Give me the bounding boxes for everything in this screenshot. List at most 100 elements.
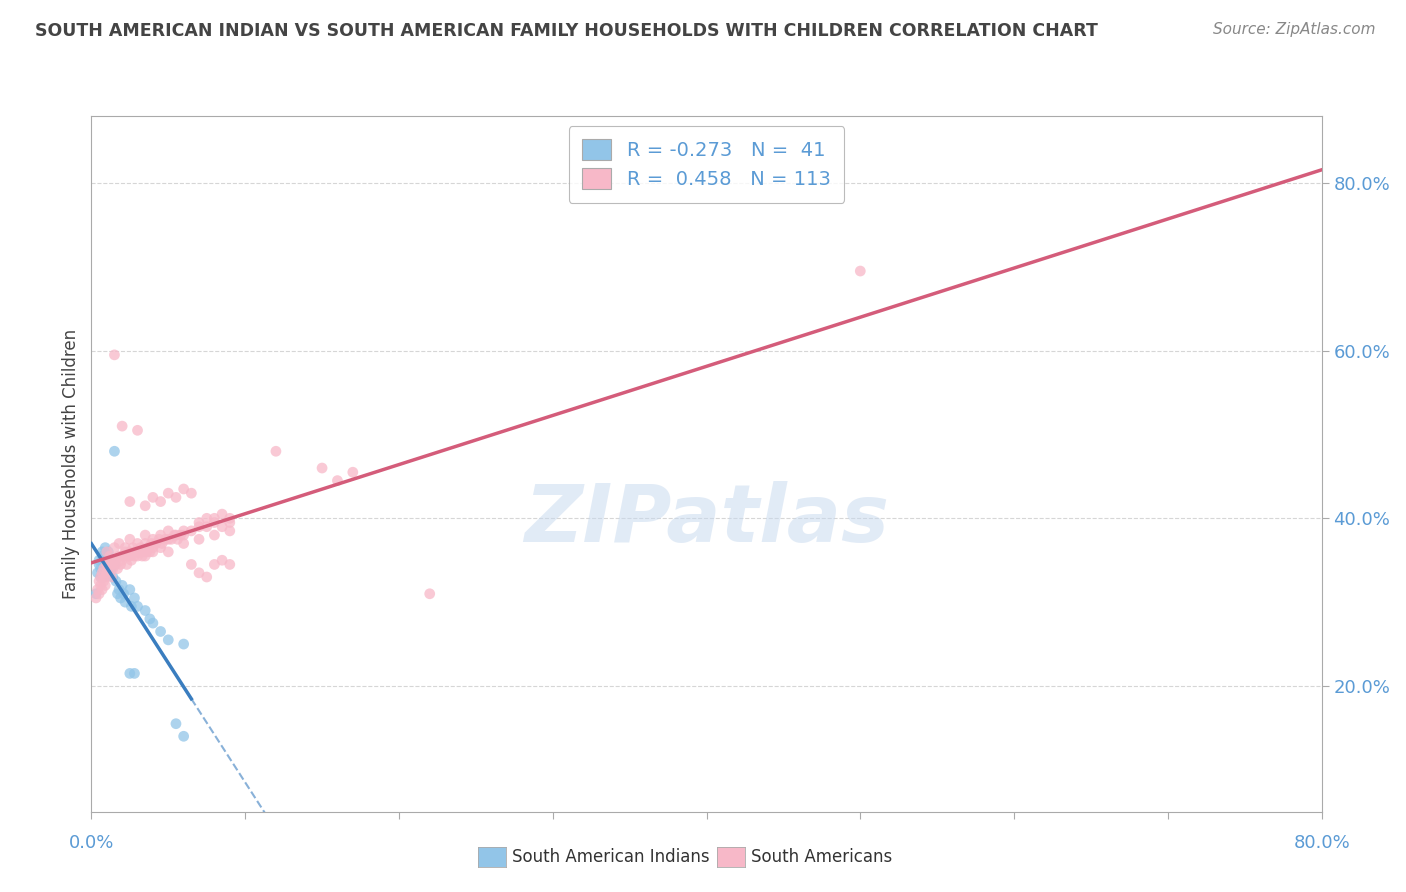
Point [211, 519, 233, 533]
Point [180, 486, 202, 500]
Point [98, 549, 121, 563]
Point [149, 528, 172, 542]
Point [108, 582, 131, 597]
Point [96, 558, 118, 572]
Point [111, 419, 134, 434]
Point [98, 553, 121, 567]
Point [173, 524, 195, 538]
Point [93, 561, 115, 575]
Point [149, 541, 172, 555]
Point [87, 574, 110, 589]
Point [153, 533, 177, 547]
Point [93, 558, 115, 572]
Point [136, 541, 159, 555]
Point [86, 582, 108, 597]
Point [163, 528, 186, 542]
Point [165, 716, 187, 731]
Point [114, 545, 136, 559]
Point [110, 591, 132, 605]
Point [165, 528, 187, 542]
Point [139, 612, 162, 626]
Point [142, 533, 165, 547]
Point [141, 536, 163, 550]
Point [160, 533, 183, 547]
Text: South Americans: South Americans [751, 848, 891, 866]
Text: SOUTH AMERICAN INDIAN VS SOUTH AMERICAN FAMILY HOUSEHOLDS WITH CHILDREN CORRELAT: SOUTH AMERICAN INDIAN VS SOUTH AMERICAN … [35, 22, 1098, 40]
Point [166, 533, 188, 547]
Point [100, 570, 122, 584]
Point [94, 561, 117, 575]
Point [107, 587, 129, 601]
Point [180, 558, 202, 572]
Point [134, 603, 156, 617]
Point [139, 545, 162, 559]
Point [90, 570, 112, 584]
Legend: R = -0.273   N =  41, R =  0.458   N = 113: R = -0.273 N = 41, R = 0.458 N = 113 [568, 126, 845, 203]
Point [218, 516, 240, 530]
Point [157, 545, 180, 559]
Point [124, 591, 146, 605]
Point [103, 444, 125, 458]
Point [135, 545, 157, 559]
Point [118, 666, 141, 681]
Point [150, 536, 173, 550]
Point [96, 558, 118, 572]
Point [311, 461, 333, 475]
Point [96, 558, 118, 572]
Point [211, 507, 233, 521]
Point [218, 558, 240, 572]
Point [108, 549, 131, 563]
Point [97, 561, 120, 575]
Point [111, 578, 134, 592]
Point [84, 587, 107, 601]
Point [142, 616, 165, 631]
Point [128, 545, 150, 559]
Text: South American Indians: South American Indians [512, 848, 710, 866]
Point [157, 524, 180, 538]
Point [129, 541, 152, 555]
Point [218, 511, 240, 525]
Point [127, 599, 149, 614]
Point [188, 516, 211, 530]
Point [118, 549, 141, 563]
Point [188, 566, 211, 580]
Point [202, 516, 225, 530]
Point [342, 465, 364, 479]
Point [91, 582, 114, 597]
Point [100, 558, 122, 572]
Point [90, 561, 112, 575]
Point [188, 519, 211, 533]
Point [148, 533, 170, 547]
Point [124, 666, 146, 681]
Point [149, 624, 172, 639]
Point [114, 541, 136, 555]
Point [134, 549, 156, 563]
Point [264, 444, 287, 458]
Point [165, 491, 187, 505]
Point [124, 549, 146, 563]
Point [103, 553, 125, 567]
Point [94, 578, 117, 592]
Point [120, 553, 142, 567]
Point [103, 553, 125, 567]
Text: 0.0%: 0.0% [69, 834, 114, 852]
Point [90, 570, 112, 584]
Point [115, 558, 138, 572]
Point [97, 545, 120, 559]
Point [94, 570, 117, 584]
Point [96, 545, 118, 559]
Point [173, 482, 195, 496]
Point [180, 524, 202, 538]
Point [419, 587, 441, 601]
Point [188, 533, 211, 547]
Point [114, 595, 136, 609]
Text: ZIPatlas: ZIPatlas [524, 481, 889, 558]
Point [93, 574, 115, 589]
Point [195, 511, 218, 525]
Y-axis label: Family Households with Children: Family Households with Children [62, 329, 80, 599]
Point [849, 264, 872, 278]
Point [111, 553, 134, 567]
Point [157, 533, 180, 547]
Point [96, 566, 118, 580]
Point [134, 499, 156, 513]
